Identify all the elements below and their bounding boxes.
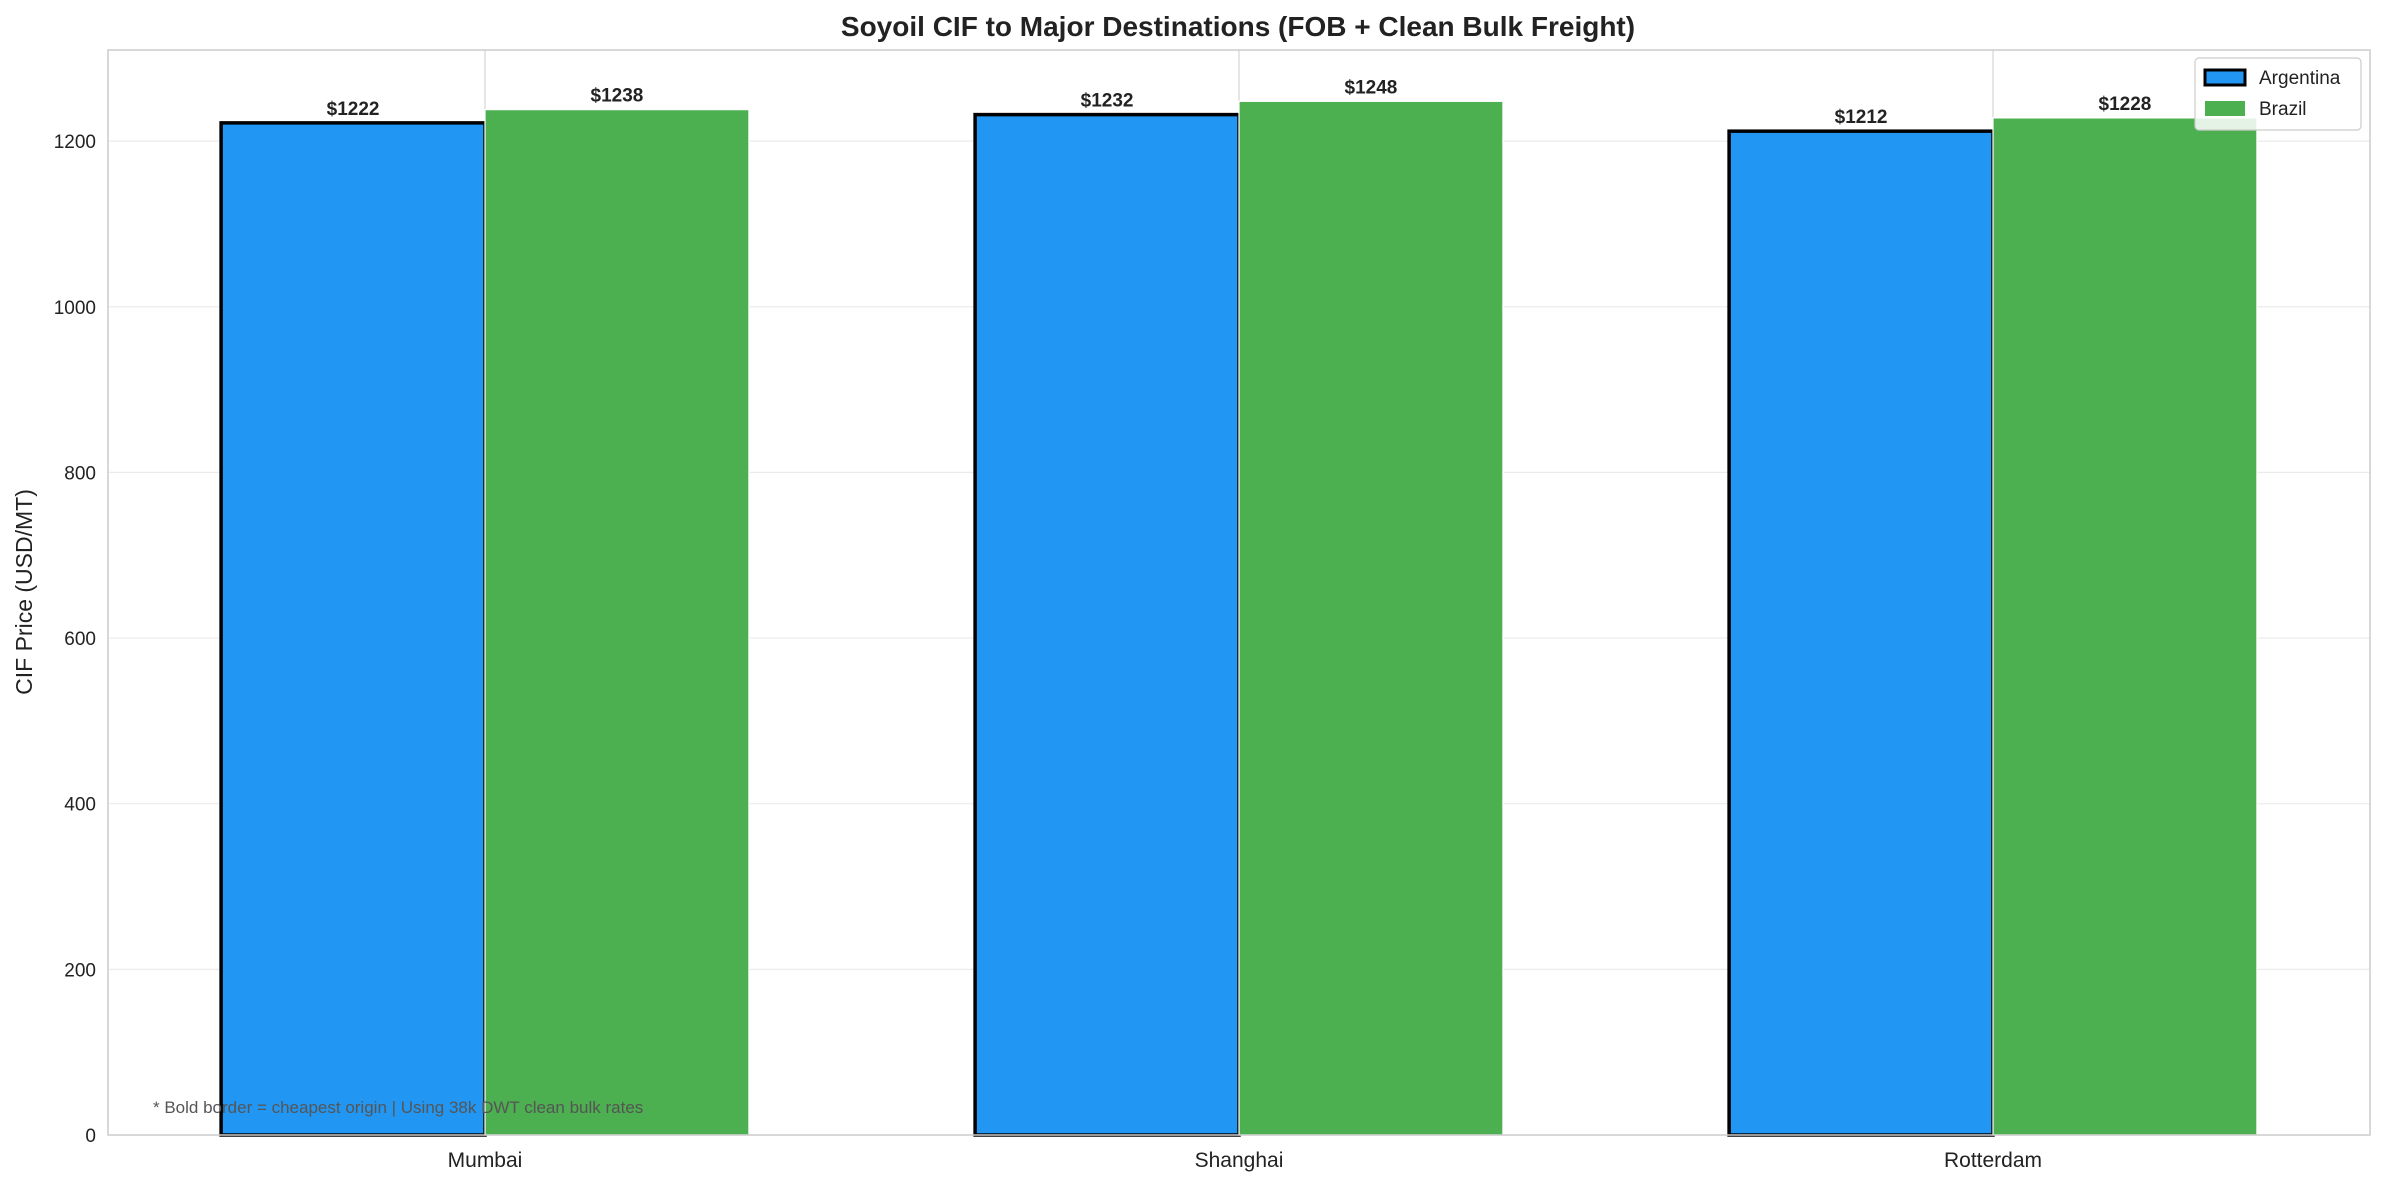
chart-title: Soyoil CIF to Major Destinations (FOB + … xyxy=(841,11,1635,42)
x-tick-label: Rotterdam xyxy=(1944,1149,2042,1172)
y-tick-label: 600 xyxy=(64,629,96,650)
x-tick-label: Shanghai xyxy=(1195,1149,1284,1172)
x-tick-label: Mumbai xyxy=(448,1149,523,1172)
legend: Argentina Brazil xyxy=(2194,57,2362,131)
bars xyxy=(219,100,2258,1137)
axes: 0 200 400 600 800 1000 1200 Mumbai Shanghai Rotte… xyxy=(54,49,2371,1172)
data-labels: $1222 $1238 $1232 $1248 $1212 $1228 xyxy=(327,77,2152,128)
data-label: $1232 xyxy=(1081,91,1134,112)
bar-brazil-shanghai xyxy=(1238,100,1504,1136)
data-label: $1238 xyxy=(591,86,644,107)
legend-label-argentina: Argentina xyxy=(2259,68,2341,89)
bar-argentina-shanghai xyxy=(973,112,1241,1137)
y-tick-label: 800 xyxy=(64,463,96,484)
bar-argentina-mumbai xyxy=(219,121,487,1137)
y-tick-label: 1200 xyxy=(54,132,96,153)
legend-swatch-argentina xyxy=(2203,68,2247,87)
data-label: $1228 xyxy=(2099,94,2152,115)
y-tick-label: 200 xyxy=(64,960,96,981)
bar-argentina-rotterdam xyxy=(1727,129,1995,1137)
y-tick-label: 1000 xyxy=(54,298,96,319)
legend-label-brazil: Brazil xyxy=(2259,99,2307,120)
bar-brazil-rotterdam xyxy=(1992,117,2258,1136)
y-tick-label: 400 xyxy=(64,795,96,816)
y-axis-label: CIF Price (USD/MT) xyxy=(11,489,37,695)
data-label: $1212 xyxy=(1835,107,1888,128)
data-label: $1248 xyxy=(1345,77,1398,98)
plot-frame xyxy=(107,49,2371,1136)
chart-annotation: * Bold border = cheapest origin | Using … xyxy=(153,1098,643,1117)
y-tick-label: 0 xyxy=(85,1126,96,1147)
legend-swatch-brazil xyxy=(2205,101,2245,116)
bar-brazil-mumbai xyxy=(484,109,750,1136)
data-label: $1222 xyxy=(327,99,380,120)
